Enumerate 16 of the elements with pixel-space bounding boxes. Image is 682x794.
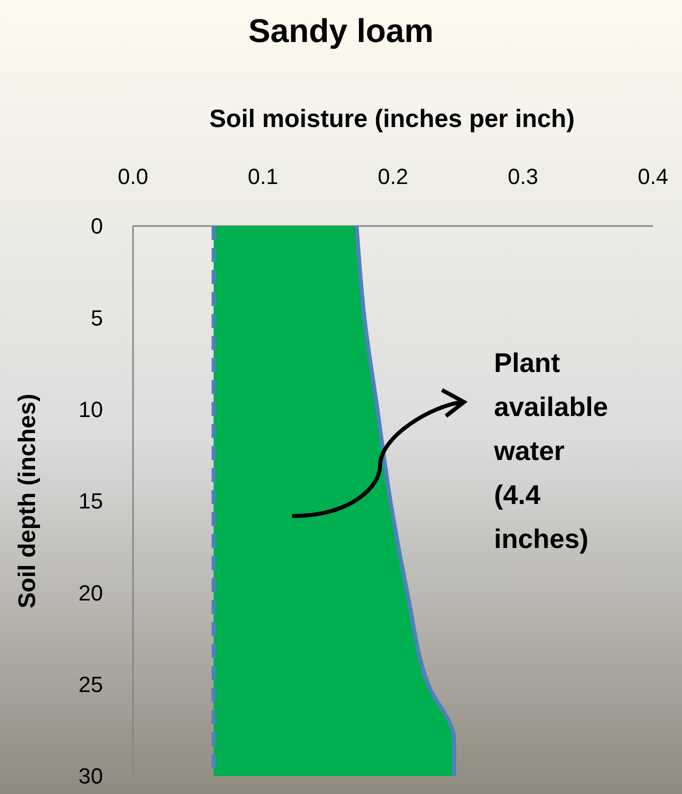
- y-tick-label: 20: [78, 580, 103, 606]
- y-tick-label: 15: [78, 488, 103, 514]
- y-tick-label: 30: [78, 764, 103, 789]
- y-axis-title: Soil depth (inches): [14, 394, 41, 608]
- x-tick-label: 0.2: [378, 164, 408, 189]
- chart-title: Sandy loam: [248, 12, 434, 49]
- x-tick-label: 0.4: [638, 164, 668, 189]
- y-tick-label: 10: [78, 397, 103, 422]
- x-tick-label: 0.0: [118, 164, 148, 189]
- y-tick-label: 25: [78, 672, 103, 698]
- x-tick-label: 0.3: [508, 164, 538, 189]
- annotation: Plant available water (4.4 inches): [493, 348, 608, 554]
- y-tick-label: 0: [90, 214, 103, 239]
- x-axis-title: Soil moisture (inches per inch): [209, 105, 575, 133]
- y-tick-label: 5: [90, 305, 103, 330]
- x-tick-label: 0.1: [248, 164, 278, 189]
